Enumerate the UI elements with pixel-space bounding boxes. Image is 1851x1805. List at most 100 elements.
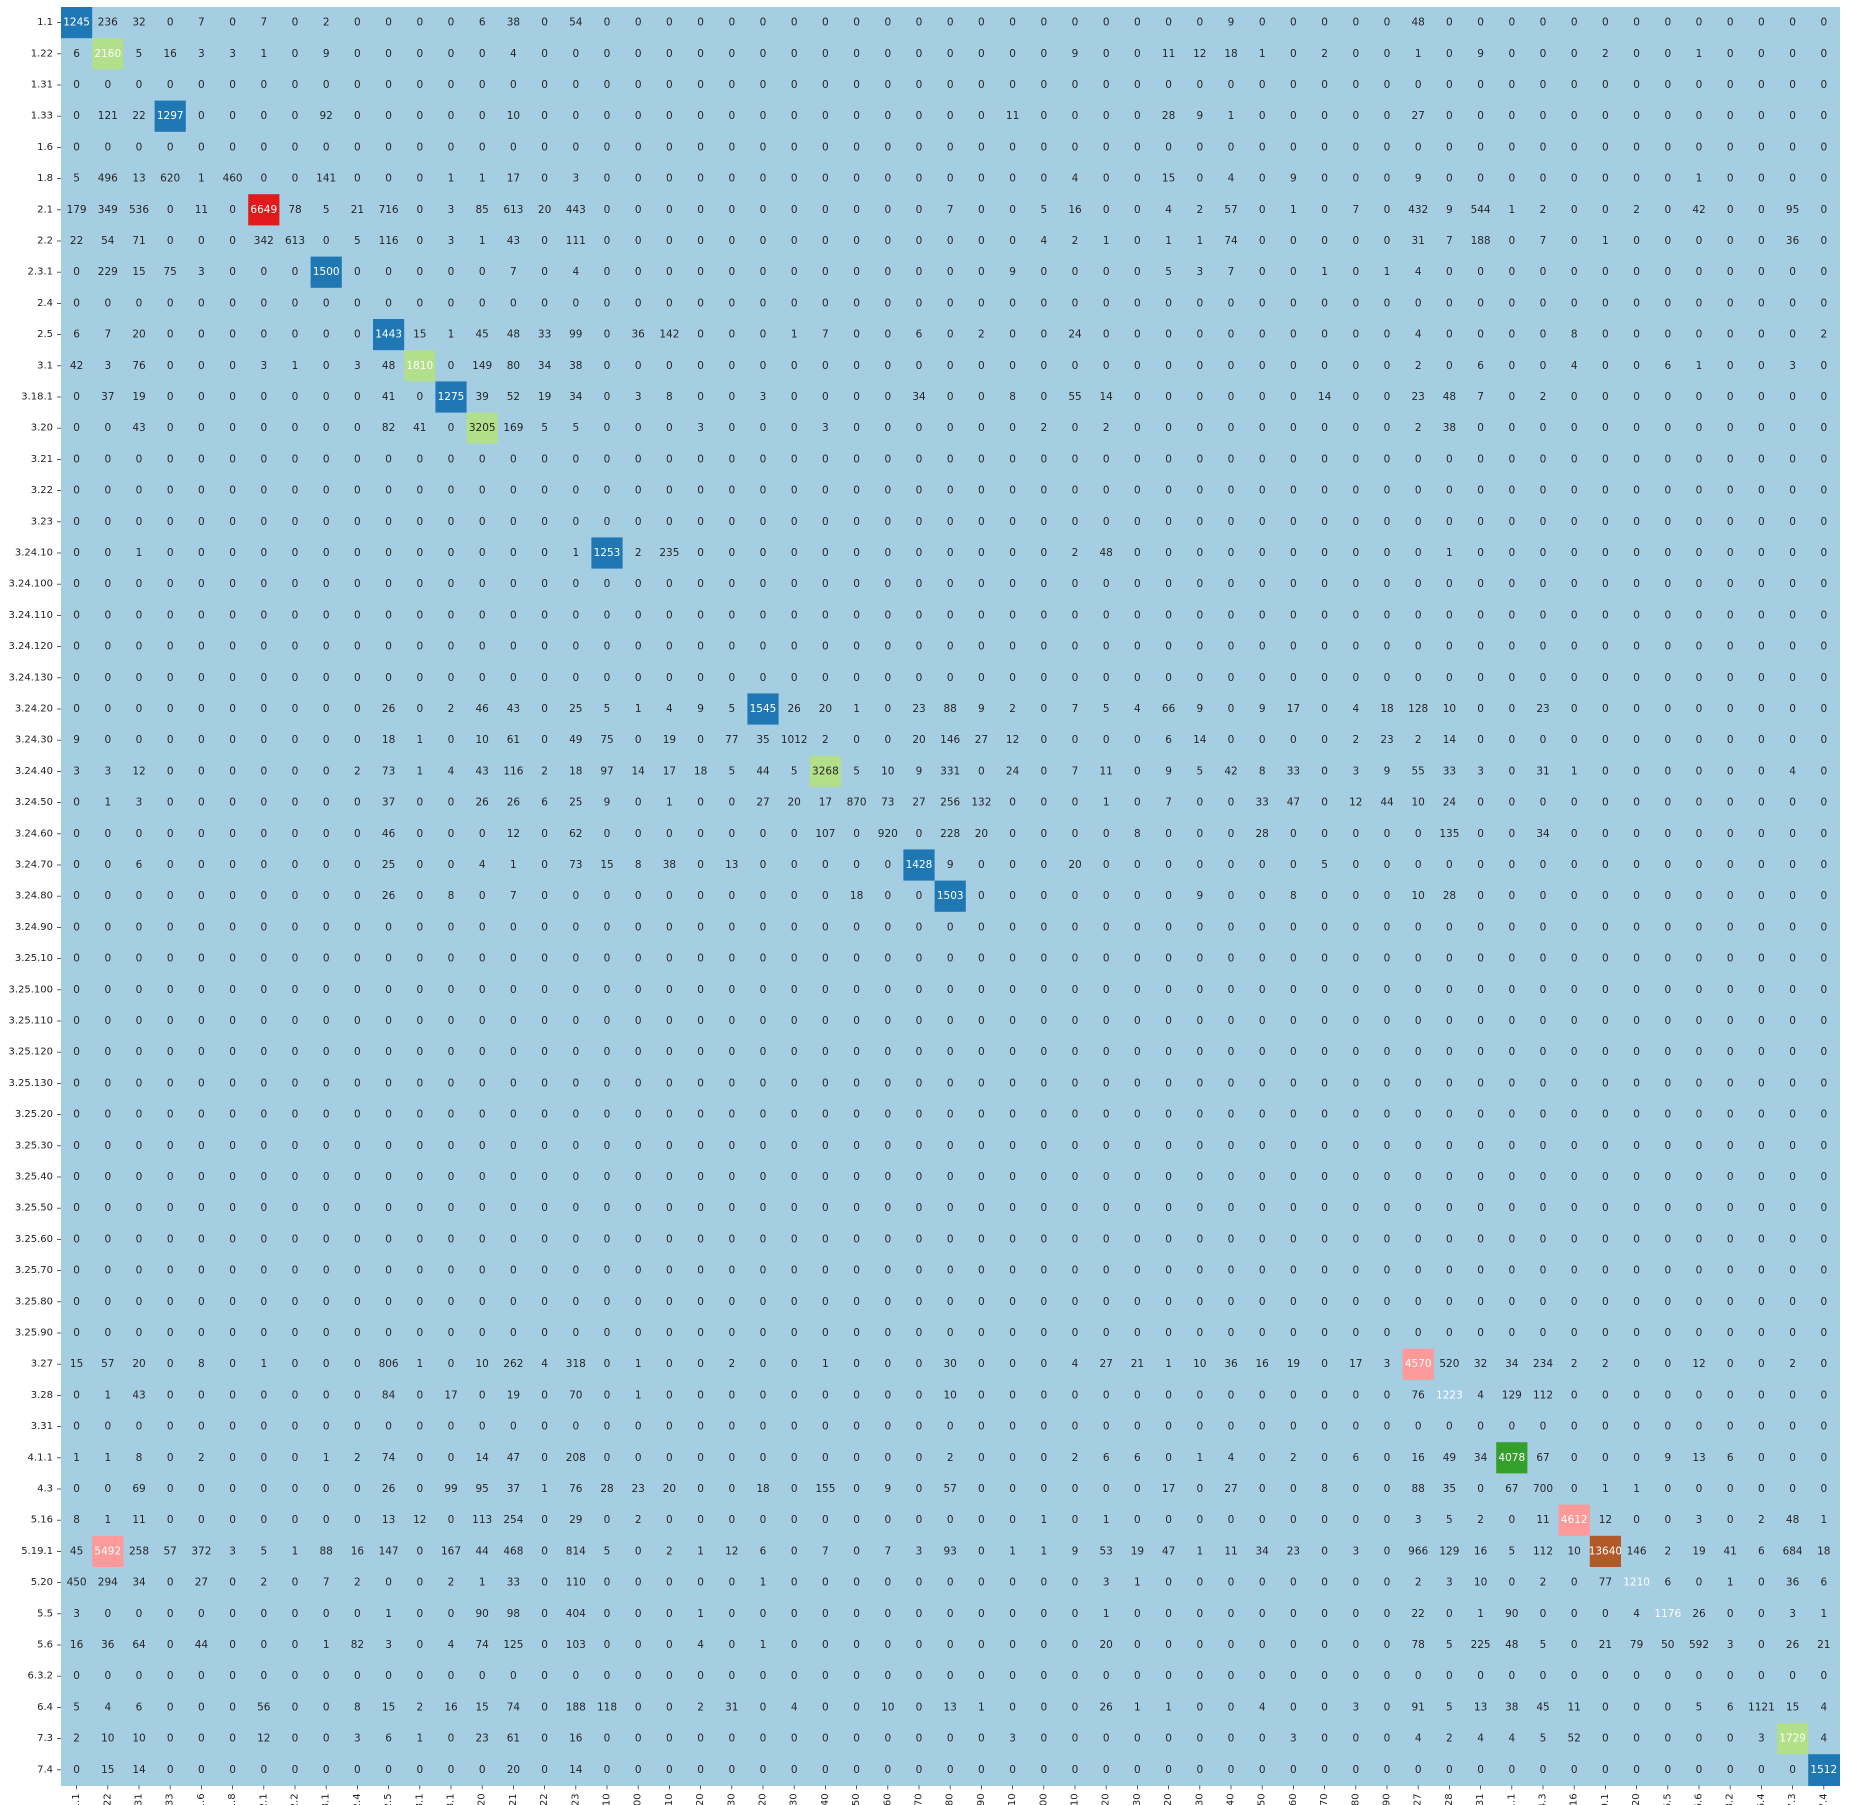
cell-value-label: 0	[884, 17, 891, 29]
cell-value-label: 0	[1134, 547, 1141, 559]
cell-value-label: 0	[697, 1077, 704, 1089]
cell-value-label: 0	[354, 1109, 361, 1121]
heatmap-cell	[591, 100, 624, 133]
cell-value-label: 0	[260, 422, 267, 434]
cell-value-label: 3	[198, 266, 205, 278]
cell-value-label: 0	[1040, 453, 1047, 465]
cell-value-label: 0	[1259, 1015, 1266, 1027]
cell-value-label: 33	[1287, 765, 1300, 777]
cell-value-label: 0	[822, 984, 829, 996]
cell-value-label: 4	[1040, 235, 1047, 247]
cell-value-label: 0	[947, 1140, 954, 1152]
cell-value-label: 22	[132, 110, 145, 122]
cell-value-label: 0	[635, 1233, 642, 1245]
cell-value-label: 0	[916, 828, 923, 840]
cell-value-label: 0	[1727, 360, 1734, 372]
cell-value-label: 0	[1477, 422, 1484, 434]
cell-value-label: 0	[822, 578, 829, 590]
cell-value-label: 0	[791, 297, 798, 309]
cell-value-label: 0	[354, 422, 361, 434]
cell-value-label: 0	[1134, 921, 1141, 933]
cell-value-label: 0	[323, 1140, 330, 1152]
cell-value-label: 8	[666, 391, 673, 403]
cell-value-label: 116	[379, 235, 399, 247]
heatmap-cell	[279, 69, 312, 102]
heatmap-cell	[1340, 100, 1372, 133]
cell-value-label: 0	[1415, 953, 1422, 965]
cell-value-label: 870	[847, 797, 867, 809]
cell-value-label: 0	[822, 360, 829, 372]
cell-value-label: 0	[1321, 1015, 1328, 1027]
cell-value-label: 0	[1134, 516, 1141, 528]
cell-value-label: 0	[822, 1140, 829, 1152]
cell-value-label: 0	[479, 578, 486, 590]
cell-value-label: 0	[198, 859, 205, 871]
cell-value-label: 0	[354, 1140, 361, 1152]
cell-value-label: 0	[604, 1046, 611, 1058]
cell-value-label: 0	[635, 141, 642, 153]
cell-value-label: 0	[1727, 797, 1734, 809]
cell-value-label: 6	[541, 797, 548, 809]
cell-value-label: 0	[229, 1140, 236, 1152]
cell-value-label: 9	[1415, 173, 1422, 185]
cell-value-label: 0	[1540, 609, 1547, 621]
cell-value-label: 2	[448, 703, 455, 715]
heatmap-cell	[809, 38, 842, 70]
cell-value-label: 0	[198, 360, 205, 372]
cell-value-label: 0	[229, 734, 236, 746]
cell-value-label: 57	[1224, 204, 1237, 216]
cell-value-label: 0	[1415, 516, 1422, 528]
cell-value-label: 0	[1540, 141, 1547, 153]
cell-value-label: 0	[916, 890, 923, 902]
cell-value-label: 0	[198, 297, 205, 309]
heatmap-cell	[965, 7, 998, 39]
cell-value-label: 0	[1228, 984, 1235, 996]
heatmap-cell	[841, 100, 873, 133]
heatmap-cell	[809, 69, 842, 102]
cell-value-label: 0	[1196, 1109, 1203, 1121]
cell-value-label: 0	[229, 17, 236, 29]
cell-value-label: 0	[1352, 984, 1359, 996]
cell-value-label: 0	[697, 828, 704, 840]
cell-value-label: 15	[70, 1358, 83, 1370]
cell-value-label: 0	[510, 1202, 517, 1214]
heatmap-cell	[872, 69, 904, 102]
cell-value-label: 0	[978, 1233, 985, 1245]
cell-value-label: 0	[1727, 1140, 1734, 1152]
cell-value-label: 0	[1602, 734, 1609, 746]
cell-value-label: 0	[479, 828, 486, 840]
cell-value-label: 0	[1508, 609, 1515, 621]
cell-value-label: 0	[1134, 984, 1141, 996]
cell-value-label: 0	[541, 17, 548, 29]
cell-value-label: 9	[604, 797, 611, 809]
cell-value-label: 0	[916, 1171, 923, 1183]
cell-value-label: 0	[448, 921, 455, 933]
cell-value-label: 0	[1352, 953, 1359, 965]
cell-value-label: 0	[697, 1140, 704, 1152]
cell-value-label: 0	[1758, 453, 1765, 465]
cell-value-label: 0	[1602, 391, 1609, 403]
cell-value-label: 85	[476, 204, 489, 216]
cell-value-label: 0	[1196, 609, 1203, 621]
cell-value-label: 0	[760, 984, 767, 996]
cell-value-label: 0	[1196, 1233, 1203, 1245]
cell-value-label: 0	[1820, 641, 1827, 653]
cell-value-label: 0	[884, 672, 891, 684]
cell-value-label: 0	[292, 890, 299, 902]
cell-value-label: 0	[323, 1327, 330, 1339]
cell-value-label: 0	[167, 890, 174, 902]
cell-value-label: 0	[604, 235, 611, 247]
cell-value-label: 0	[1040, 828, 1047, 840]
cell-value-label: 0	[385, 141, 392, 153]
cell-value-label: 1	[416, 765, 423, 777]
cell-value-label: 6649	[250, 204, 277, 216]
cell-value-label: 0	[198, 890, 205, 902]
cell-value-label: 0	[1009, 453, 1016, 465]
cell-value-label: 0	[510, 453, 517, 465]
cell-value-label: 0	[104, 828, 111, 840]
cell-value-label: 0	[1228, 703, 1235, 715]
cell-value-label: 73	[569, 859, 582, 871]
cell-value-label: 0	[853, 110, 860, 122]
cell-value-label: 73	[881, 797, 894, 809]
cell-value-label: 0	[728, 547, 735, 559]
